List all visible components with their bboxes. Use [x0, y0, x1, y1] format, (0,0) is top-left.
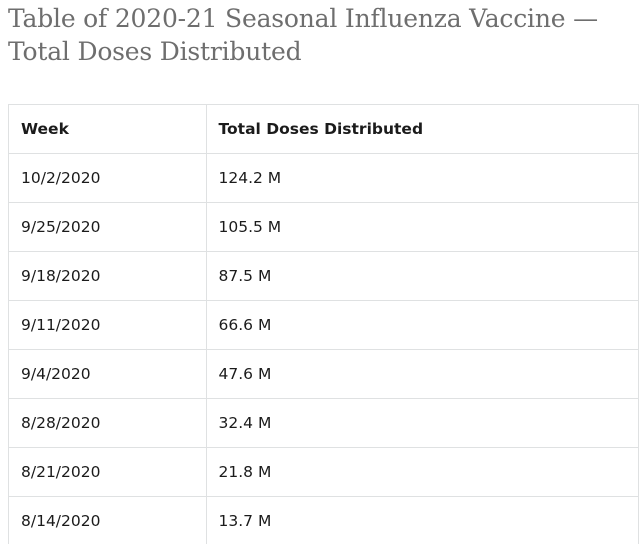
table-row: 8/14/2020 13.7 M [9, 496, 638, 544]
week-cell: 9/11/2020 [9, 300, 206, 350]
doses-cell: 66.6 M [205, 300, 638, 350]
week-cell: 10/2/2020 [9, 153, 206, 203]
week-cell: 9/4/2020 [9, 349, 206, 399]
doses-cell: 124.2 M [205, 153, 638, 203]
week-cell: 9/18/2020 [9, 251, 206, 301]
table-row: 9/4/2020 47.6 M [9, 349, 638, 399]
table-row: 9/25/2020 105.5 M [9, 202, 638, 252]
table-row: 10/2/2020 124.2 M [9, 153, 638, 203]
doses-cell: 21.8 M [205, 447, 638, 497]
doses-cell: 105.5 M [205, 202, 638, 252]
doses-table: Week Total Doses Distributed 10/2/2020 1… [9, 105, 638, 544]
table-row: 8/21/2020 21.8 M [9, 447, 638, 497]
page-title: Table of 2020-21 Seasonal Influenza Vacc… [8, 4, 598, 66]
table-header-row: Week Total Doses Distributed [9, 105, 638, 154]
doses-cell: 13.7 M [205, 496, 638, 544]
doses-cell: 87.5 M [205, 251, 638, 301]
week-cell: 8/21/2020 [9, 447, 206, 497]
doses-cell: 47.6 M [205, 349, 638, 399]
table-body: 10/2/2020 124.2 M 9/25/2020 105.5 M 9/18… [9, 153, 638, 544]
column-header-total-doses: Total Doses Distributed [205, 105, 638, 154]
table-header: Week Total Doses Distributed [9, 105, 638, 154]
table-row: 8/28/2020 32.4 M [9, 398, 638, 448]
doses-table-container: Week Total Doses Distributed 10/2/2020 1… [8, 104, 639, 544]
week-cell: 9/25/2020 [9, 202, 206, 252]
doses-cell: 32.4 M [205, 398, 638, 448]
week-cell: 8/28/2020 [9, 398, 206, 448]
week-cell: 8/14/2020 [9, 496, 206, 544]
column-header-week: Week [9, 105, 206, 154]
table-row: 9/18/2020 87.5 M [9, 251, 638, 301]
table-row: 9/11/2020 66.6 M [9, 300, 638, 350]
